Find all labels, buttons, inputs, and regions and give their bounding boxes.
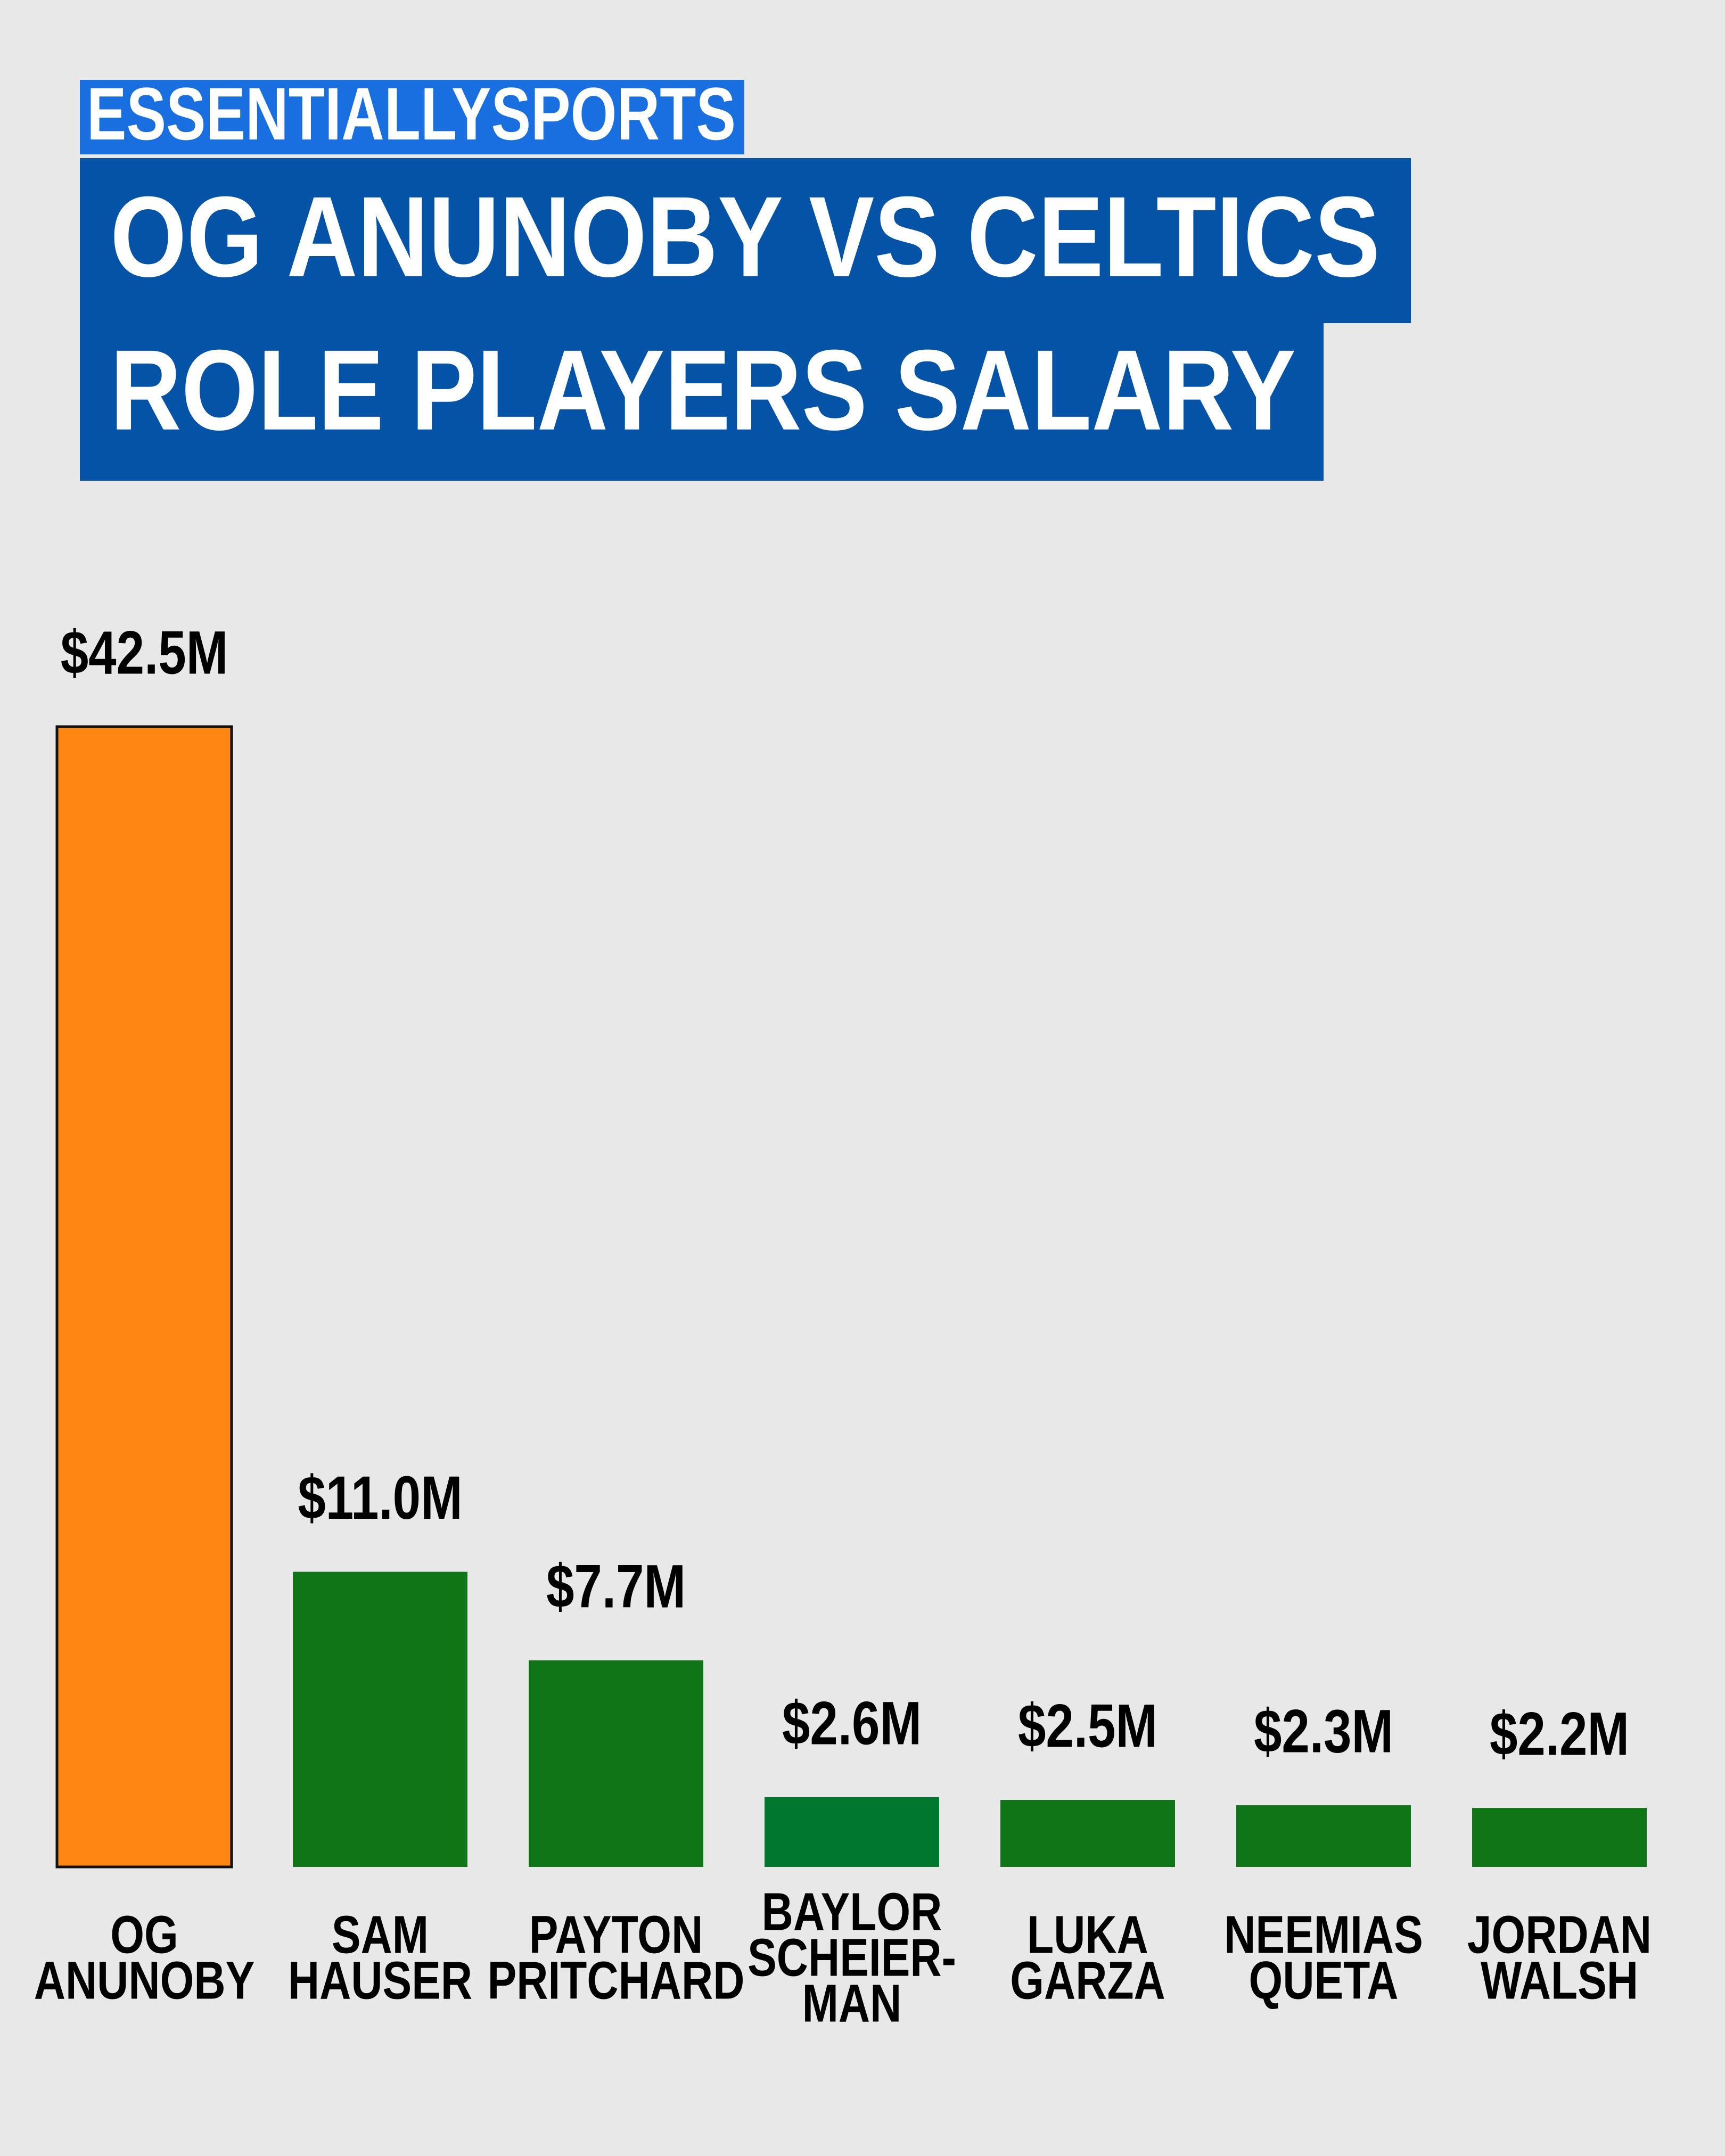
bar	[293, 1571, 467, 1867]
x-tick-label: JORDAN	[1467, 1905, 1652, 1965]
x-tick-label: QUETA	[1249, 1951, 1399, 2011]
bar	[55, 725, 233, 1869]
x-tick-label: NEEMIAS	[1224, 1905, 1423, 1965]
brand-box	[80, 80, 744, 154]
bar	[1472, 1808, 1647, 1867]
x-tick-label: HAUSER	[288, 1951, 472, 2011]
bar	[1236, 1805, 1411, 1867]
x-tick-label: LUKA	[1027, 1905, 1148, 1965]
value-label: $11.0M	[298, 1464, 462, 1532]
value-label: $2.6M	[782, 1690, 922, 1758]
x-tick-label: SAM	[332, 1905, 429, 1965]
x-tick-label: PRITCHARD	[488, 1951, 745, 2011]
x-tick-label: WALSH	[1481, 1951, 1638, 2011]
x-tick-label: PAYTON	[529, 1905, 703, 1965]
x-tick-label: SCHEIER-	[748, 1928, 956, 1988]
chart-title: ROLE PLAYERS SALARY	[110, 326, 1296, 454]
brand: ESSENTIALLYSPORTS	[87, 72, 736, 155]
value-label: $2.5M	[1018, 1692, 1157, 1760]
value-label: $2.3M	[1254, 1698, 1393, 1766]
value-label: $2.2M	[1490, 1700, 1629, 1768]
bar	[1000, 1800, 1175, 1867]
x-tick-label: MAN	[802, 1974, 902, 2034]
value-label: $42.5M	[61, 619, 228, 687]
title-box	[80, 158, 1411, 323]
bar	[529, 1660, 703, 1867]
title-box	[80, 319, 1324, 481]
x-tick-label: BAYLOR	[762, 1882, 942, 1942]
value-label: $7.7M	[546, 1553, 686, 1621]
chart-title: OG ANUNOBY VS CELTICS	[110, 172, 1380, 301]
x-tick-label: ANUNOBY	[34, 1951, 255, 2011]
x-tick-label: GARZA	[1010, 1951, 1165, 2011]
bar	[765, 1797, 939, 1867]
x-tick-label: OG	[110, 1905, 178, 1965]
